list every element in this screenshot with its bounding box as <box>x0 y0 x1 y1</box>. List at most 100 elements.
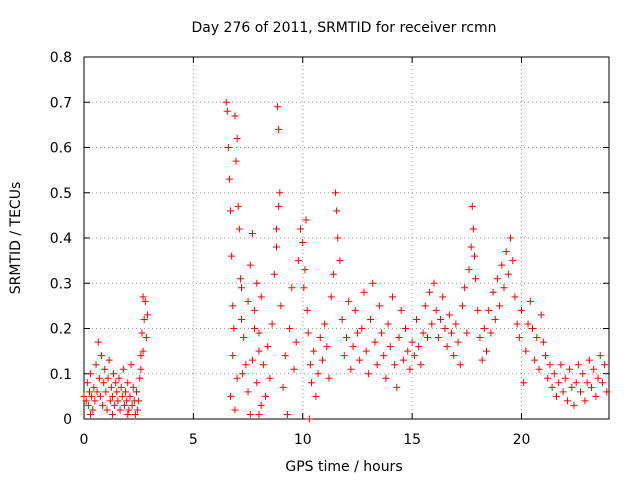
data-point <box>232 157 240 165</box>
data-point <box>310 347 318 355</box>
data-point <box>87 370 95 378</box>
data-point <box>345 297 353 305</box>
data-point <box>262 392 270 400</box>
data-point <box>557 361 565 369</box>
data-point <box>281 352 289 360</box>
data-point <box>235 225 243 233</box>
data-point <box>493 275 501 283</box>
data-point <box>80 392 88 400</box>
data-point <box>283 410 291 418</box>
data-point <box>108 392 116 400</box>
data-point <box>251 325 259 332</box>
data-point <box>428 320 436 328</box>
data-point <box>502 248 510 256</box>
data-point <box>244 297 252 305</box>
data-point <box>382 374 390 382</box>
data-point <box>566 365 574 373</box>
data-point <box>314 370 322 378</box>
data-point <box>84 401 92 409</box>
x-tick-label: 20 <box>513 432 531 448</box>
data-point <box>248 229 256 237</box>
data-point <box>323 343 331 351</box>
data-point <box>83 379 91 387</box>
data-point <box>270 270 278 278</box>
data-point <box>329 270 337 278</box>
data-point <box>268 320 276 328</box>
data-point <box>347 365 355 373</box>
data-point <box>316 334 324 342</box>
data-point <box>434 334 442 342</box>
y-tick-label: 0.3 <box>50 276 72 292</box>
data-point <box>308 379 315 387</box>
data-point <box>353 329 361 337</box>
data-point <box>364 370 372 378</box>
y-tick-label: 0.4 <box>50 231 72 247</box>
data-point <box>238 284 245 292</box>
data-point <box>480 325 488 332</box>
data-point <box>559 388 567 396</box>
data-point <box>375 302 383 310</box>
data-point <box>300 284 308 292</box>
data-point <box>312 392 320 400</box>
data-point <box>528 325 536 332</box>
data-point <box>90 383 98 391</box>
data-point <box>92 361 100 369</box>
data-point <box>118 392 126 400</box>
data-point <box>572 379 580 387</box>
data-point <box>292 338 300 346</box>
data-point <box>96 392 104 400</box>
data-point <box>229 302 237 310</box>
y-tick-label: 0.8 <box>50 50 72 66</box>
data-point <box>124 410 132 418</box>
data-point <box>276 189 284 197</box>
data-point <box>327 293 335 301</box>
data-point <box>112 379 120 387</box>
data-point <box>302 216 310 224</box>
data-point <box>264 343 272 351</box>
data-point <box>230 325 238 332</box>
data-point <box>601 361 609 369</box>
data-point <box>507 234 515 242</box>
x-tick-label: 15 <box>403 432 421 448</box>
data-point <box>253 279 261 287</box>
data-point <box>537 311 545 319</box>
data-point <box>126 392 134 400</box>
data-point <box>358 325 366 332</box>
data-point <box>111 401 119 409</box>
data-point <box>139 347 147 355</box>
data-point <box>119 365 127 373</box>
data-point <box>120 401 128 409</box>
data-point <box>134 406 142 414</box>
data-point <box>432 306 440 314</box>
data-point <box>143 311 151 319</box>
data-point <box>321 320 329 328</box>
data-point <box>489 288 497 296</box>
data-points <box>80 98 611 423</box>
data-point <box>95 374 103 382</box>
data-point <box>474 306 482 314</box>
x-tick-label: 0 <box>80 432 89 448</box>
data-point <box>106 397 114 405</box>
data-point <box>332 189 340 197</box>
y-tick-label: 0.7 <box>50 95 72 111</box>
data-point <box>286 325 294 332</box>
y-tick-label: 0 <box>63 412 72 428</box>
data-point <box>98 352 105 360</box>
data-point <box>404 347 412 355</box>
data-point <box>408 338 416 346</box>
data-point <box>570 401 578 409</box>
x-tick-label: 10 <box>294 432 312 448</box>
data-point <box>360 288 368 296</box>
data-point <box>410 352 418 360</box>
data-point <box>583 379 591 387</box>
data-point <box>87 410 95 418</box>
data-point <box>472 275 480 283</box>
data-point <box>483 347 490 355</box>
data-point <box>266 374 274 382</box>
data-point <box>113 388 121 396</box>
data-point <box>108 410 116 418</box>
data-point <box>255 347 263 355</box>
data-point <box>137 365 145 373</box>
data-point <box>227 392 235 400</box>
data-point <box>476 334 484 342</box>
